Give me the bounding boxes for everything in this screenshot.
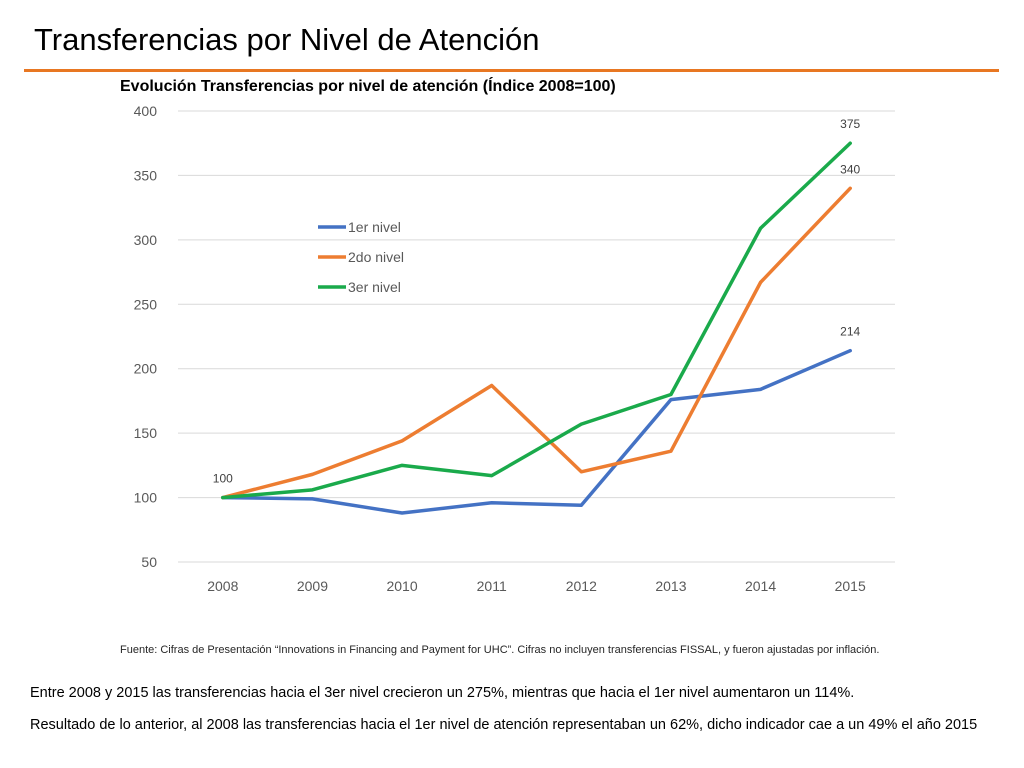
- data-point: [669, 398, 673, 402]
- x-tick-label: 2011: [477, 578, 507, 594]
- data-label: 375: [840, 117, 860, 131]
- x-tick-label: 2009: [297, 578, 328, 594]
- series-line: [221, 141, 852, 500]
- data-point: [310, 497, 314, 501]
- data-label: 340: [840, 162, 860, 176]
- summary-paragraph-2: Resultado de lo anterior, al 2008 las tr…: [30, 717, 978, 733]
- y-tick-label: 250: [134, 296, 158, 312]
- data-point: [400, 463, 404, 467]
- y-tick-label: 400: [134, 103, 158, 119]
- x-tick-label: 2015: [835, 578, 866, 594]
- data-point: [669, 449, 673, 453]
- x-tick-label: 2014: [745, 578, 776, 594]
- data-point: [579, 422, 583, 426]
- data-point: [400, 439, 404, 443]
- legend-label: 1er nivel: [348, 219, 401, 235]
- x-tick-label: 2012: [566, 578, 597, 594]
- slide-title: Transferencias por Nivel de Atención: [34, 22, 540, 57]
- data-point: [579, 470, 583, 474]
- data-point: [490, 474, 494, 478]
- data-point: [848, 186, 852, 190]
- x-tick-label: 2008: [207, 578, 238, 594]
- series-line: [221, 348, 852, 515]
- summary-paragraph-1: Entre 2008 y 2015 las transferencias hac…: [30, 685, 855, 701]
- y-tick-label: 350: [134, 167, 158, 183]
- legend-label: 2do nivel: [348, 249, 404, 265]
- source-note: Fuente: Cifras de Presentación “Innovati…: [120, 644, 880, 656]
- data-point: [759, 387, 763, 391]
- y-tick-label: 200: [134, 361, 158, 377]
- data-point: [669, 392, 673, 396]
- data-point: [490, 501, 494, 505]
- data-point: [848, 349, 852, 353]
- title-underline: [24, 69, 999, 72]
- data-point: [310, 472, 314, 476]
- data-point: [400, 511, 404, 515]
- data-point: [310, 488, 314, 492]
- data-point: [579, 503, 583, 507]
- x-tick-label: 2013: [655, 578, 686, 594]
- x-tick-label: 2010: [386, 578, 417, 594]
- legend-label: 3er nivel: [348, 279, 401, 295]
- data-label: 214: [840, 325, 860, 339]
- data-point: [848, 141, 852, 145]
- data-point: [759, 280, 763, 284]
- y-tick-label: 300: [134, 232, 158, 248]
- series-line: [221, 186, 852, 500]
- data-point: [221, 496, 225, 500]
- data-point: [759, 226, 763, 230]
- data-label: 100: [213, 472, 233, 486]
- y-tick-label: 50: [141, 554, 157, 570]
- chart-title: Evolución Transferencias por nivel de at…: [120, 78, 616, 95]
- y-tick-label: 100: [134, 490, 158, 506]
- y-tick-label: 150: [134, 425, 158, 441]
- data-point: [490, 383, 494, 387]
